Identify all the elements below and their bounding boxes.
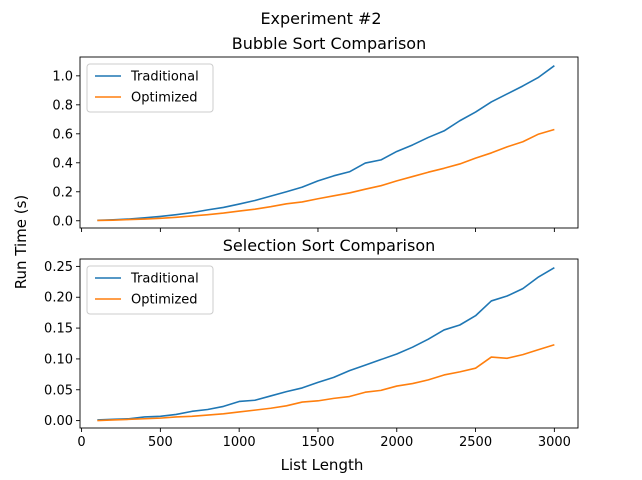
y-tick-label: 0.6 [52,127,73,142]
legend-label-optimized: Optimized [131,293,198,308]
series-line-traditional [97,65,555,222]
figure-suptitle: Experiment #2 [260,9,381,28]
y-tick-label: 0.4 [52,156,73,171]
y-tick-label: 0.15 [44,322,73,337]
series-line-optimized [97,343,555,422]
y-tick-label: 0.25 [44,260,73,275]
legend-label-traditional: Traditional [130,272,199,287]
bubble-sort-title: Bubble Sort Comparison [232,34,426,53]
axes-frame [79,258,579,429]
y-tick-label: 0.10 [44,352,73,367]
x-tick-label: 2000 [380,435,413,450]
y-tick-label: 0.0 [52,214,73,229]
y-tick-label: 0.8 [52,98,73,113]
series-line-traditional [97,266,555,421]
y-tick-label: 0.05 [44,383,73,398]
bubble-sort-axes: Bubble Sort Comparison 0.0 0.2 0.4 0.6 0.8 1.… [52,34,579,232]
selection-sort-title: Selection Sort Comparison [223,236,436,255]
x-tick-label: 500 [148,435,173,450]
y-axis-label: Run Time (s) [12,195,30,290]
x-tick-label: 2500 [459,435,492,450]
x-axis-label: List Length [281,456,364,474]
legend-label-traditional: Traditional [130,70,199,85]
selection-sort-axes: Selection Sort Comparison 0 500 1000 1500 20… [44,236,579,450]
x-tick-label: 0 [77,435,85,450]
x-tick-label: 1000 [223,435,256,450]
y-tick-label: 0.20 [44,291,73,306]
x-tick-label: 3000 [538,435,571,450]
x-tick-label: 1500 [301,435,334,450]
y-tick-label: 0.2 [52,185,73,200]
series-line-optimized [97,128,555,222]
y-tick-label: 1.0 [52,69,73,84]
legend-label-optimized: Optimized [131,91,198,106]
axes-frame [79,56,579,229]
y-tick-label: 0.00 [44,414,73,429]
